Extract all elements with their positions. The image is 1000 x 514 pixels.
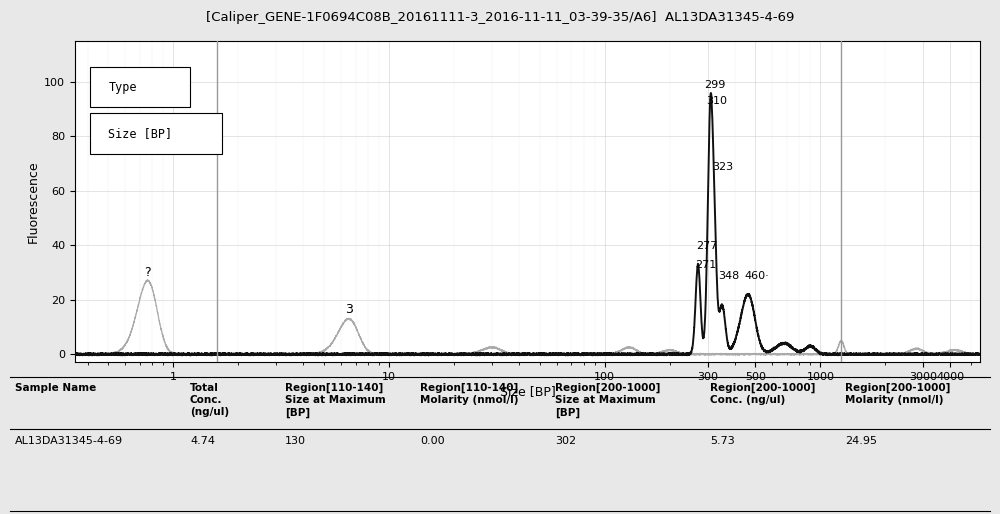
- Text: 24.95: 24.95: [845, 436, 877, 446]
- Text: Region[200-1000]
Size at Maximum
[BP]: Region[200-1000] Size at Maximum [BP]: [555, 382, 660, 418]
- Text: ?: ?: [144, 266, 151, 279]
- Text: 3: 3: [345, 303, 353, 316]
- Text: 130: 130: [285, 436, 306, 446]
- Text: 299: 299: [704, 80, 725, 90]
- Text: 4.74: 4.74: [190, 436, 215, 446]
- Text: 460·: 460·: [745, 271, 770, 281]
- Text: 310: 310: [706, 97, 727, 106]
- Text: 323: 323: [712, 162, 734, 172]
- Text: [Caliper_GENE-1F0694C08B_20161111-3_2016-11-11_03-39-35/A6]  AL13DA31345-4-69: [Caliper_GENE-1F0694C08B_20161111-3_2016…: [206, 11, 794, 24]
- FancyBboxPatch shape: [90, 114, 222, 154]
- Text: 348: 348: [718, 271, 740, 281]
- Text: AL13DA31345-4-69: AL13DA31345-4-69: [15, 436, 123, 446]
- Text: Region[110-140]
Size at Maximum
[BP]: Region[110-140] Size at Maximum [BP]: [285, 382, 386, 418]
- Text: Size [BP]: Size [BP]: [108, 127, 173, 140]
- Text: 302: 302: [555, 436, 576, 446]
- Text: 0.00: 0.00: [420, 436, 445, 446]
- Text: Region[200-1000]
Molarity (nmol/l): Region[200-1000] Molarity (nmol/l): [845, 382, 950, 405]
- FancyBboxPatch shape: [90, 67, 190, 107]
- Text: Type: Type: [108, 81, 137, 94]
- Y-axis label: Fluorescence: Fluorescence: [27, 160, 40, 243]
- X-axis label: Size [BP]: Size [BP]: [500, 385, 555, 398]
- Text: Sample Name: Sample Name: [15, 382, 96, 393]
- Text: 5.73: 5.73: [710, 436, 735, 446]
- Text: 271: 271: [695, 260, 716, 270]
- Text: 277: 277: [696, 241, 717, 251]
- Text: Region[110-140]
Molarity (nmol/l): Region[110-140] Molarity (nmol/l): [420, 382, 518, 405]
- Text: Region[200-1000]
Conc. (ng/ul): Region[200-1000] Conc. (ng/ul): [710, 382, 815, 405]
- Text: Total
Conc.
(ng/ul): Total Conc. (ng/ul): [190, 382, 229, 417]
